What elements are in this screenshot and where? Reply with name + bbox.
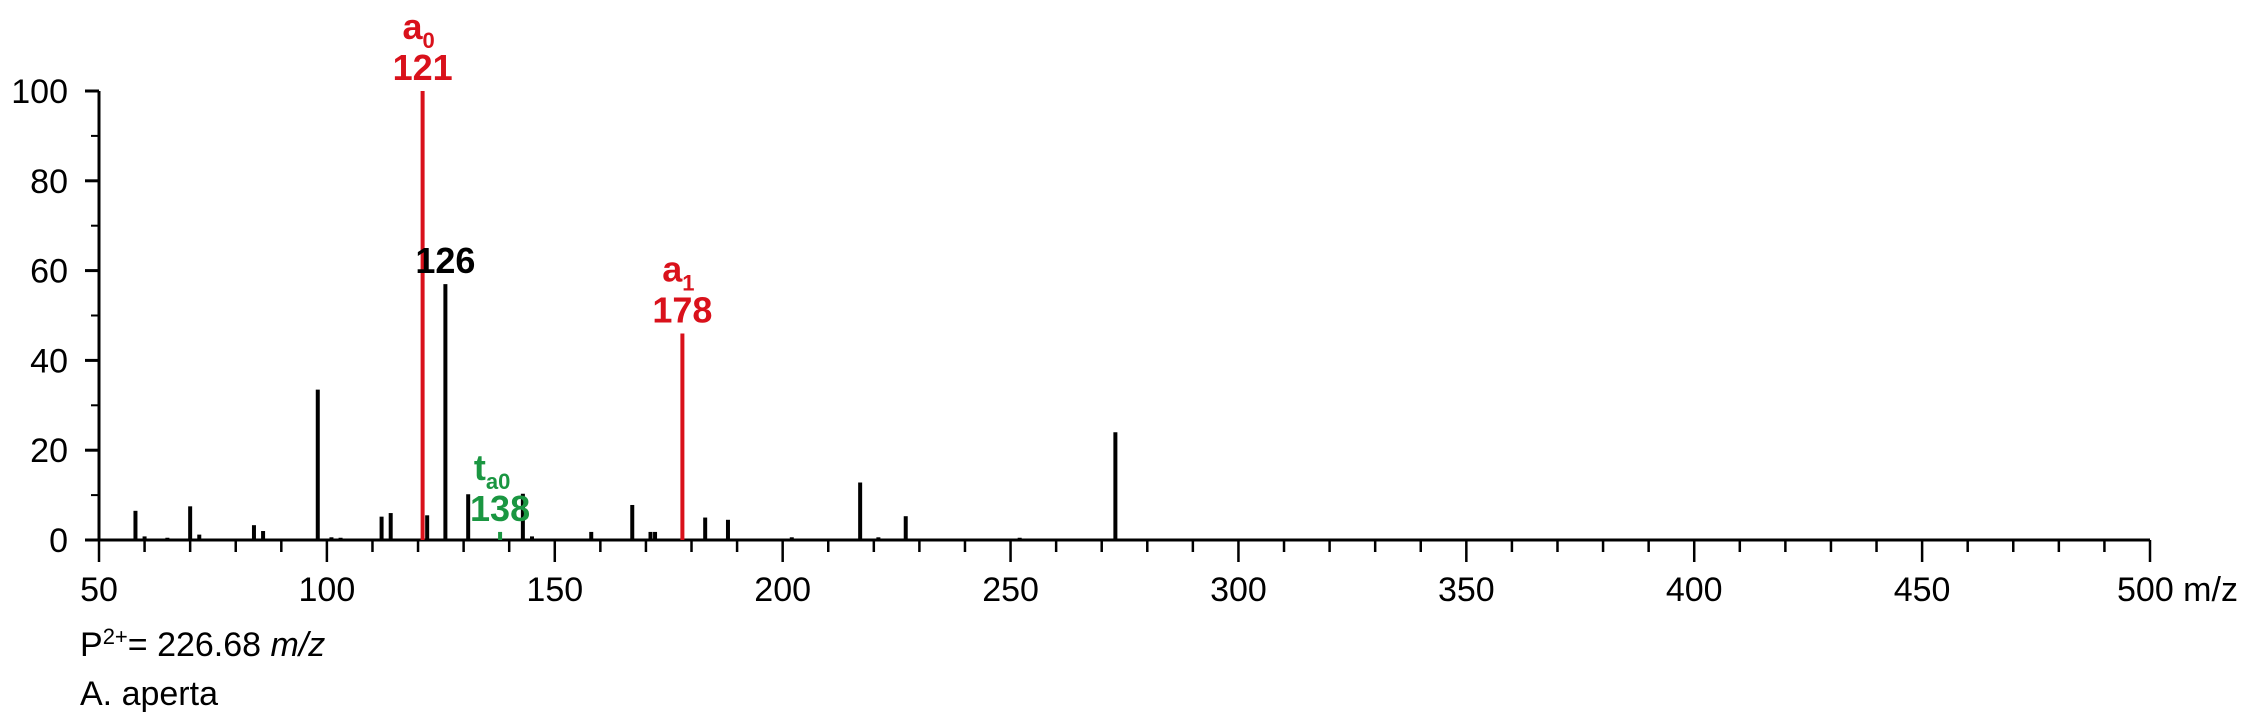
precursor-caption: P2+= 226.68 m/z <box>80 626 326 664</box>
y-tick-label: 80 <box>30 163 68 201</box>
y-tick-label: 100 <box>11 73 68 111</box>
y-tick-label: 0 <box>49 522 68 560</box>
axes-layer: 50 100 150 200 250 300 350 400 450 500 m/z 0 20 40 60… <box>11 73 2238 609</box>
x-tick-label: 400 <box>1666 571 1723 609</box>
x-tick-label: 200 <box>754 571 811 609</box>
peak-label-value-ta0: 138 <box>470 488 530 529</box>
ion-base: t <box>474 447 486 488</box>
peaks-layer <box>133 91 1118 540</box>
precursor-value: = 226.68 <box>127 626 271 664</box>
peak-label-value-a0: 121 <box>393 47 453 88</box>
precursor-prefix: P <box>80 626 103 664</box>
ion-subscript: 1 <box>682 270 694 295</box>
y-tick-label: 20 <box>30 432 68 470</box>
y-tick-label: 60 <box>30 253 68 291</box>
x-tick-label: 500 m/z <box>2117 571 2238 609</box>
x-tick-label: 350 <box>1438 571 1495 609</box>
peak-label-ion-a0: a0 <box>402 6 434 53</box>
peak-label-value-p126: 126 <box>415 240 475 281</box>
peak-label-ion-a1: a1 <box>662 248 694 295</box>
x-tick-label: 150 <box>526 571 583 609</box>
species-caption: A. aperta <box>80 675 218 713</box>
ion-base: a <box>662 248 683 289</box>
ion-subscript: a0 <box>486 469 510 494</box>
y-tick-label: 40 <box>30 342 68 380</box>
ion-subscript: 0 <box>422 28 434 53</box>
peak-label-ion-ta0: ta0 <box>474 447 510 494</box>
precursor-charge: 2+ <box>102 624 128 649</box>
x-tick-label: 100 <box>299 571 356 609</box>
peak-label-value-a1: 178 <box>652 289 712 330</box>
precursor-unit: m/z <box>270 626 326 664</box>
ion-base: a <box>402 6 423 47</box>
x-tick-label: 50 <box>80 571 118 609</box>
x-tick-label: 250 <box>982 571 1039 609</box>
x-tick-label: 300 <box>1210 571 1267 609</box>
x-tick-label: 450 <box>1894 571 1951 609</box>
